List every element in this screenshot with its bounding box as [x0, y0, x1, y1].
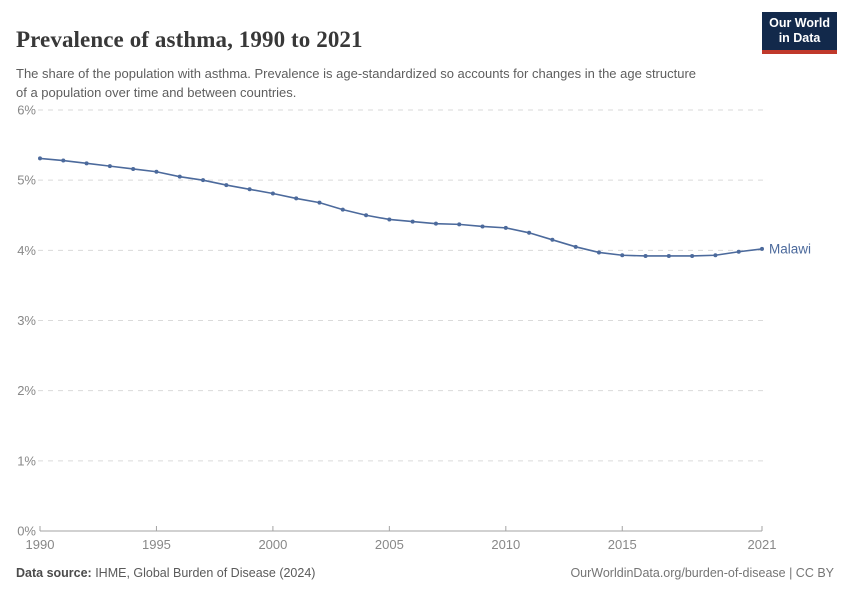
data-point[interactable]: [620, 253, 625, 258]
data-point[interactable]: [131, 166, 136, 171]
data-point[interactable]: [643, 253, 648, 258]
data-point[interactable]: [247, 187, 252, 192]
data-point[interactable]: [457, 222, 462, 227]
x-tick-label: 1990: [26, 537, 55, 552]
data-point[interactable]: [410, 219, 415, 224]
data-point[interactable]: [294, 196, 299, 201]
data-point[interactable]: [107, 164, 112, 169]
data-point[interactable]: [527, 230, 532, 235]
data-point[interactable]: [61, 158, 66, 163]
data-point[interactable]: [84, 161, 89, 166]
series-line: [39, 157, 763, 257]
data-point[interactable]: [713, 253, 718, 258]
data-point[interactable]: [201, 178, 206, 183]
y-tick-label: 1%: [17, 453, 36, 468]
data-source-text: IHME, Global Burden of Disease (2024): [91, 566, 316, 580]
y-tick-label: 5%: [17, 173, 36, 188]
data-point[interactable]: [38, 156, 42, 161]
x-tick-label: 2005: [375, 537, 404, 552]
y-tick-label: 0%: [17, 524, 36, 539]
x-tick-label: 2015: [608, 537, 637, 552]
data-point[interactable]: [177, 174, 182, 179]
y-tick-label: 3%: [17, 313, 36, 328]
data-point[interactable]: [666, 253, 671, 258]
chart-footer: Data source: IHME, Global Burden of Dise…: [16, 566, 834, 580]
data-point[interactable]: [480, 224, 485, 229]
series-end-label[interactable]: Malawi: [769, 241, 811, 256]
y-tick-label: 4%: [17, 243, 36, 258]
data-point[interactable]: [270, 191, 275, 196]
x-tick-label: 1995: [142, 537, 171, 552]
data-point[interactable]: [340, 207, 345, 212]
data-source-label: Data source:: [16, 566, 92, 580]
data-point[interactable]: [690, 253, 695, 258]
owid-logo-line1: Our World: [769, 16, 830, 30]
x-tick-label: 2000: [258, 537, 287, 552]
data-point[interactable]: [224, 183, 229, 188]
page-title: Prevalence of asthma, 1990 to 2021: [16, 27, 363, 53]
chart-subtitle: The share of the population with asthma.…: [16, 66, 697, 101]
credit-link[interactable]: OurWorldinData.org/burden-of-disease | C…: [570, 566, 834, 580]
data-point[interactable]: [433, 221, 438, 226]
y-tick-label: 2%: [17, 383, 36, 398]
data-point[interactable]: [573, 244, 578, 249]
data-point[interactable]: [154, 169, 159, 174]
data-point[interactable]: [317, 200, 322, 205]
data-point[interactable]: [364, 213, 369, 218]
owid-logo-line2: in Data: [778, 31, 821, 46]
data-point[interactable]: [550, 237, 555, 242]
data-source: Data source: IHME, Global Burden of Dise…: [16, 566, 315, 580]
data-point[interactable]: [387, 217, 392, 222]
x-tick-label: 2021: [748, 537, 777, 552]
x-tick-label: 2010: [491, 537, 520, 552]
data-point[interactable]: [760, 246, 764, 251]
owid-logo: Our World in Data: [762, 12, 837, 54]
data-point[interactable]: [503, 225, 508, 230]
y-tick-label: 6%: [17, 103, 36, 118]
data-point[interactable]: [596, 250, 601, 255]
data-point[interactable]: [736, 249, 741, 254]
